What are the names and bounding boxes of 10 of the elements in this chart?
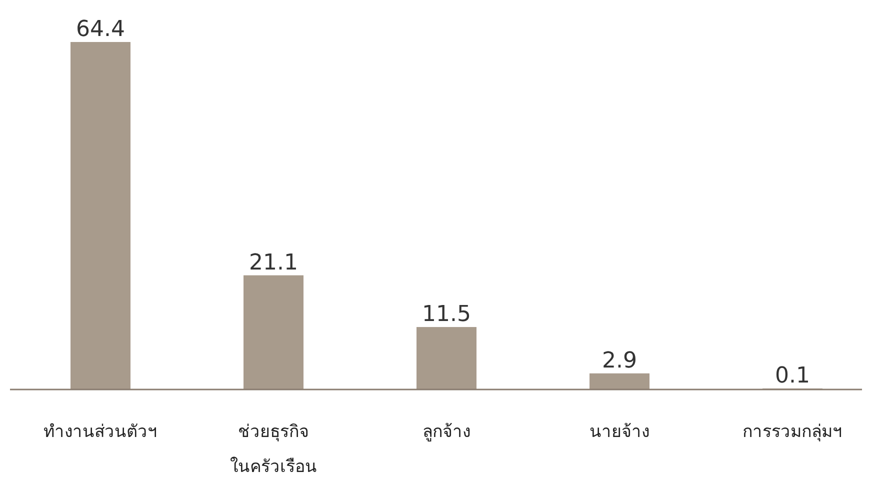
x-tick-label: นายจ้าง <box>590 422 650 442</box>
x-tick-label: ทำงานส่วนตัวฯ <box>44 422 158 442</box>
data-label: 21.1 <box>249 250 298 276</box>
data-label: 64.4 <box>76 17 125 42</box>
data-label: 11.5 <box>422 302 471 328</box>
x-tick-label: ช่วยธุรกิจ ในครัวเรือน <box>230 422 317 477</box>
x-tick-label: การรวมกลุ่มฯ <box>742 422 842 442</box>
data-label: 0.1 <box>775 363 810 388</box>
x-tick-label: ลูกจ้าง <box>422 422 470 442</box>
data-label: 2.9 <box>602 348 637 374</box>
